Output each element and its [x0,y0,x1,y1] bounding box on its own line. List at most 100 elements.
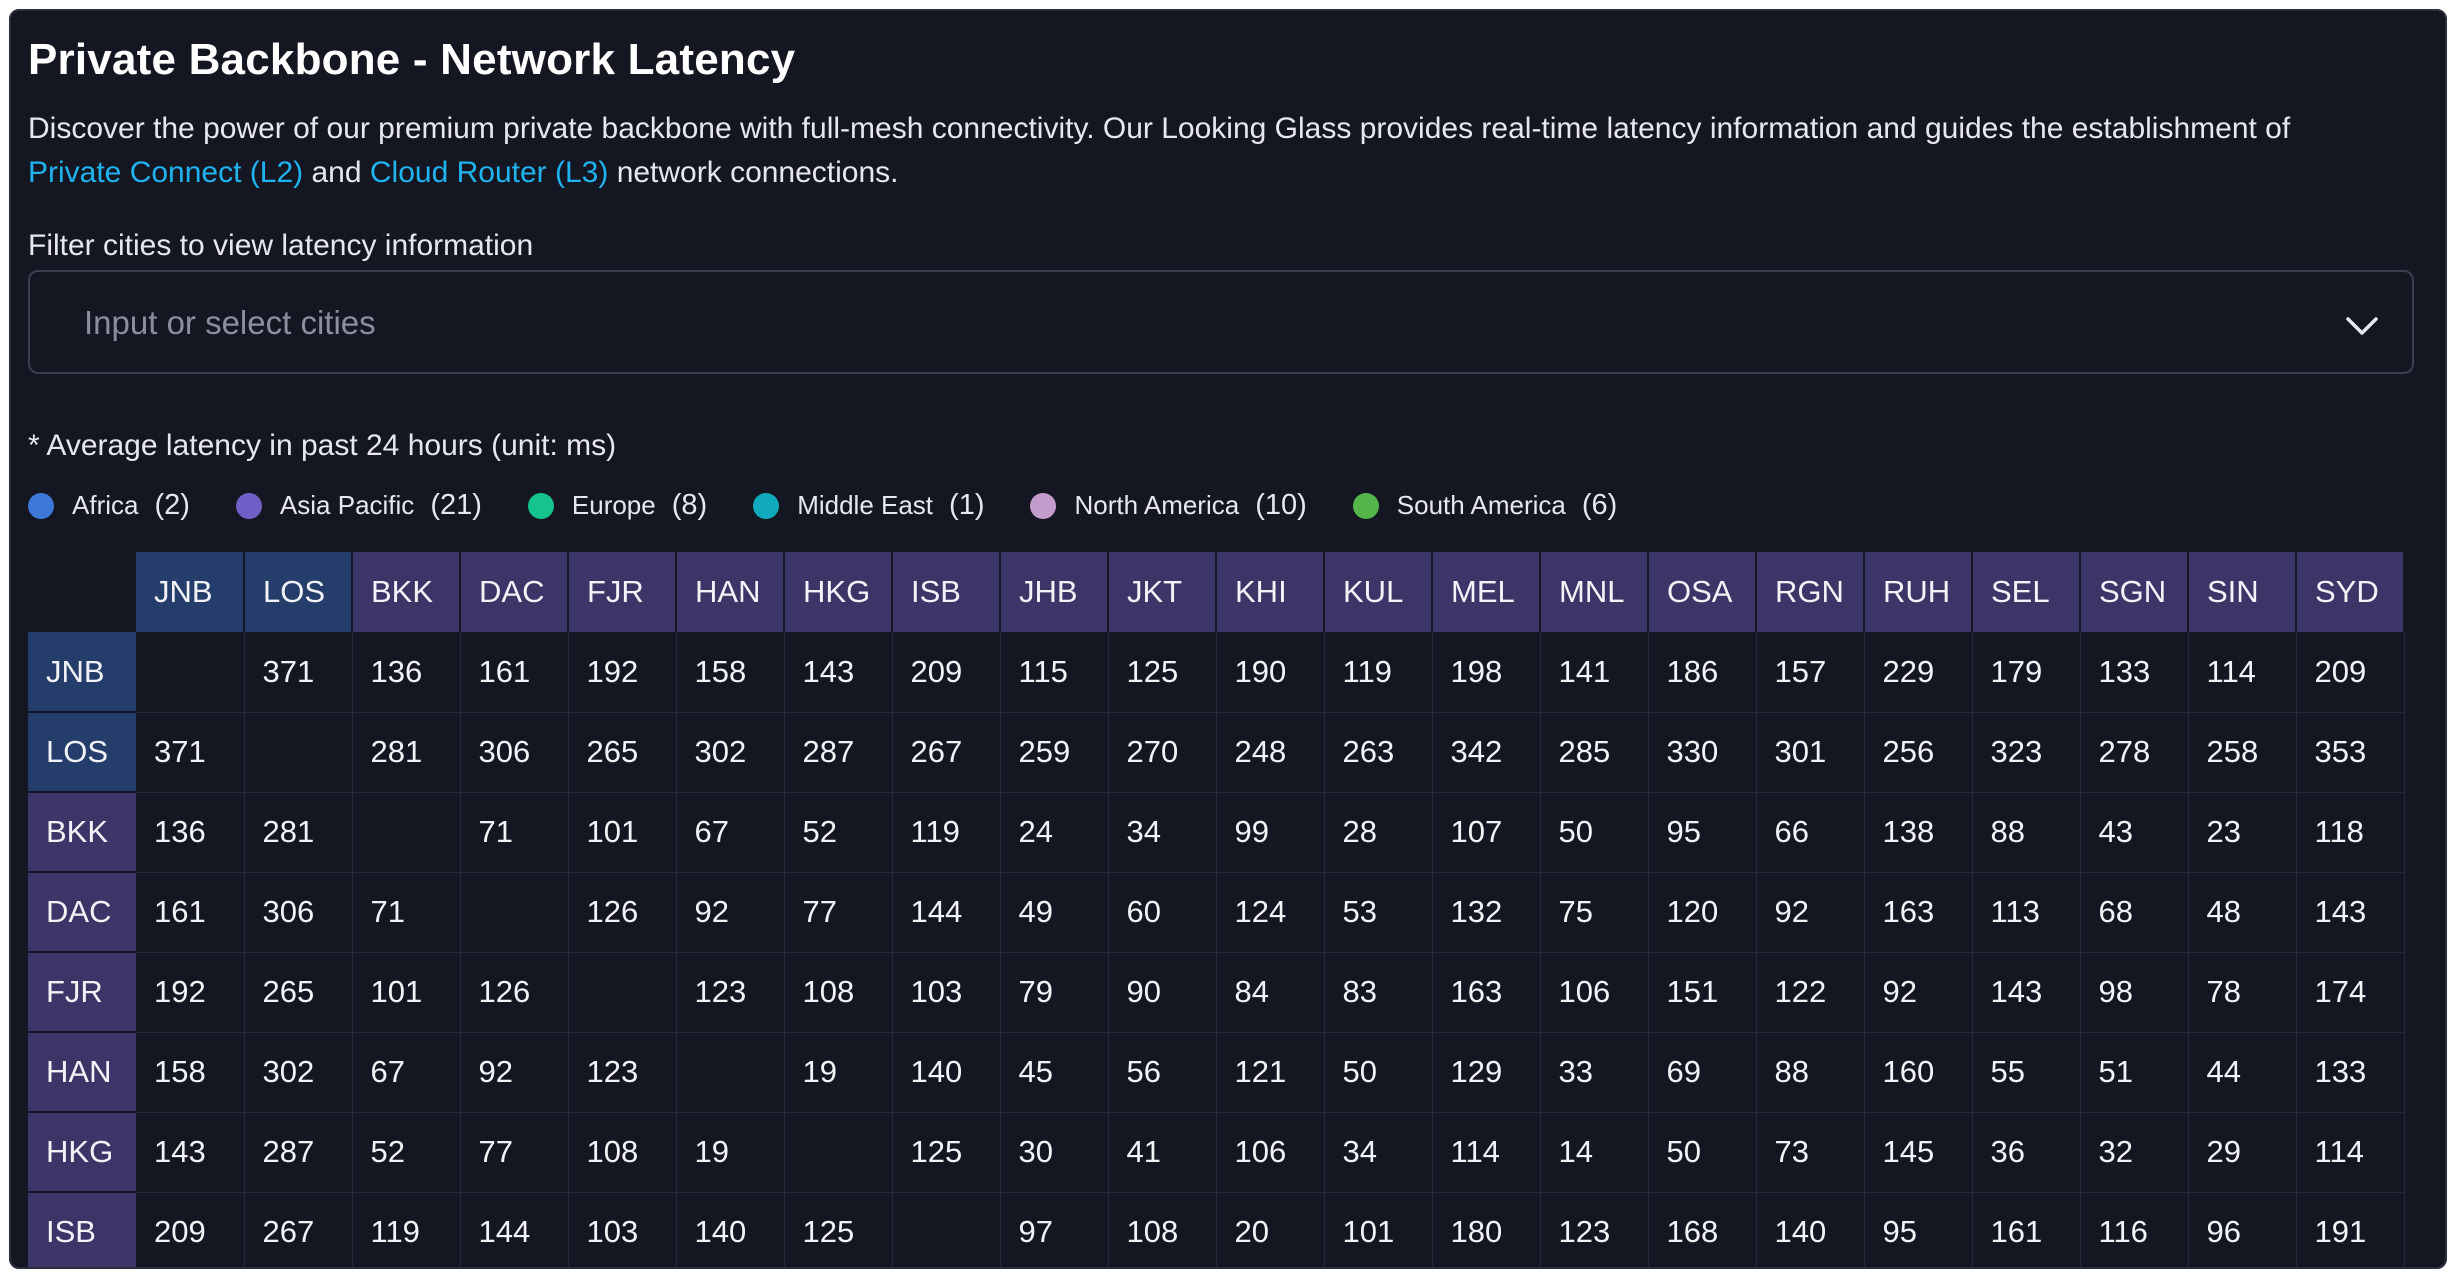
column-header-kul: KUL [1324,552,1433,632]
latency-cell: 33 [1540,1032,1649,1113]
chevron-down-icon[interactable] [2342,306,2382,346]
latency-matrix: JNB LOS BKK DAC FJR HAN HKG ISB JHB JKT KHI KUL MEL M… [28,552,2405,1267]
latency-cell: 116 [2080,1192,2189,1267]
latency-cell: 123 [1540,1192,1649,1267]
latency-cell: 145 [1864,1112,1973,1193]
latency-cell: 19 [676,1112,785,1193]
latency-cell: 114 [2188,632,2297,713]
latency-cell: 29 [2188,1112,2297,1193]
latency-cell: 20 [1216,1192,1325,1267]
latency-cell: 44 [2188,1032,2297,1113]
legend-label: Middle East [797,490,934,520]
latency-cell: 168 [1648,1192,1757,1267]
row-header-fjr: FJR [28,952,136,1033]
column-header-rgn: RGN [1756,552,1865,632]
legend-item-south-america[interactable]: South America (6) [1352,489,1617,522]
latency-cell: 118 [2296,792,2405,873]
latency-cell: 56 [1108,1032,1217,1113]
latency-cell: 19 [784,1032,893,1113]
latency-cell: 192 [136,952,245,1033]
latency-cell: 353 [2296,712,2405,793]
latency-cell: 106 [1540,952,1649,1033]
latency-cell [568,952,677,1033]
latency-cell: 52 [352,1112,461,1193]
latency-cell: 92 [1864,952,1973,1033]
latency-cell: 323 [1972,712,2081,793]
latency-cell: 99 [1216,792,1325,873]
latency-cell: 73 [1756,1112,1865,1193]
latency-cell: 50 [1540,792,1649,873]
latency-cell: 107 [1432,792,1541,873]
latency-cell: 108 [784,952,893,1033]
latency-cell: 101 [1324,1192,1433,1267]
latency-cell: 132 [1432,872,1541,953]
latency-cell: 90 [1108,952,1217,1033]
row-header-dac: DAC [28,872,136,953]
legend-item-middle-east[interactable]: Middle East (1) [753,489,984,522]
row-header-isb: ISB [28,1192,136,1267]
row-header-los: LOS [28,712,136,793]
column-header-osa: OSA [1648,552,1757,632]
latency-cell: 77 [784,872,893,953]
latency-cell: 163 [1864,872,1973,953]
legend-item-asia-pacific[interactable]: Asia Pacific (21) [235,489,482,522]
latency-cell: 125 [784,1192,893,1267]
latency-cell: 120 [1648,872,1757,953]
latency-cell: 248 [1216,712,1325,793]
legend-dot-icon [753,492,780,519]
legend-item-europe[interactable]: Europe (8) [527,489,707,522]
latency-cell: 209 [136,1192,245,1267]
table-row: JNB 371 136 161 192 158 143 209 115 125 190 119 198 1… [28,632,2405,713]
private-connect-link[interactable]: Private Connect (L2) [28,156,304,189]
latency-cell: 67 [676,792,785,873]
row-header-jnb: JNB [28,632,136,713]
table-row: FJR 192 265 101 126 123 108 103 79 90 84 83 163 106 15… [28,952,2405,1033]
latency-cell: 126 [460,952,569,1033]
legend-dot-icon [235,492,262,519]
legend-item-africa[interactable]: Africa (2) [28,489,190,522]
city-filter-select[interactable] [28,270,2414,374]
latency-cell [136,632,245,713]
latency-cell: 143 [784,632,893,713]
latency-cell: 302 [676,712,785,793]
city-filter-input[interactable] [82,298,2286,348]
column-header-sin: SIN [2188,552,2297,632]
latency-cell: 121 [1216,1032,1325,1113]
legend-count: (10) [1255,489,1307,521]
latency-cell: 88 [1972,792,2081,873]
latency-cell: 209 [892,632,1001,713]
latency-cell: 115 [1000,632,1109,713]
latency-cell: 371 [244,632,353,713]
legend-label: Africa [72,490,139,520]
latency-cell: 285 [1540,712,1649,793]
latency-cell: 265 [568,712,677,793]
latency-cell: 103 [568,1192,677,1267]
latency-cell: 256 [1864,712,1973,793]
column-header-los: LOS [244,552,353,632]
latency-cell: 158 [136,1032,245,1113]
latency-cell: 95 [1864,1192,1973,1267]
latency-cell: 96 [2188,1192,2297,1267]
row-header-han: HAN [28,1032,136,1113]
column-header-sel: SEL [1972,552,2081,632]
cloud-router-link[interactable]: Cloud Router (L3) [369,156,609,189]
legend-item-north-america[interactable]: North America (10) [1030,489,1307,522]
table-row: LOS 371 281 306 265 302 287 267 259 270 248 263 342 2… [28,712,2405,793]
latency-cell: 151 [1648,952,1757,1033]
latency-cell: 141 [1540,632,1649,713]
latency-cell: 30 [1000,1112,1109,1193]
latency-cell: 129 [1432,1032,1541,1113]
latency-cell: 192 [568,632,677,713]
latency-cell: 140 [1756,1192,1865,1267]
latency-cell: 136 [136,792,245,873]
latency-cell: 41 [1108,1112,1217,1193]
latency-cell: 124 [1216,872,1325,953]
latency-cell: 113 [1972,872,2081,953]
latency-cell: 34 [1108,792,1217,873]
latency-cell: 287 [784,712,893,793]
latency-cell: 28 [1324,792,1433,873]
legend-label: South America [1396,490,1566,520]
latency-cell: 163 [1432,952,1541,1033]
latency-cell: 138 [1864,792,1973,873]
latency-note: * Average latency in past 24 hours (unit… [28,429,617,462]
